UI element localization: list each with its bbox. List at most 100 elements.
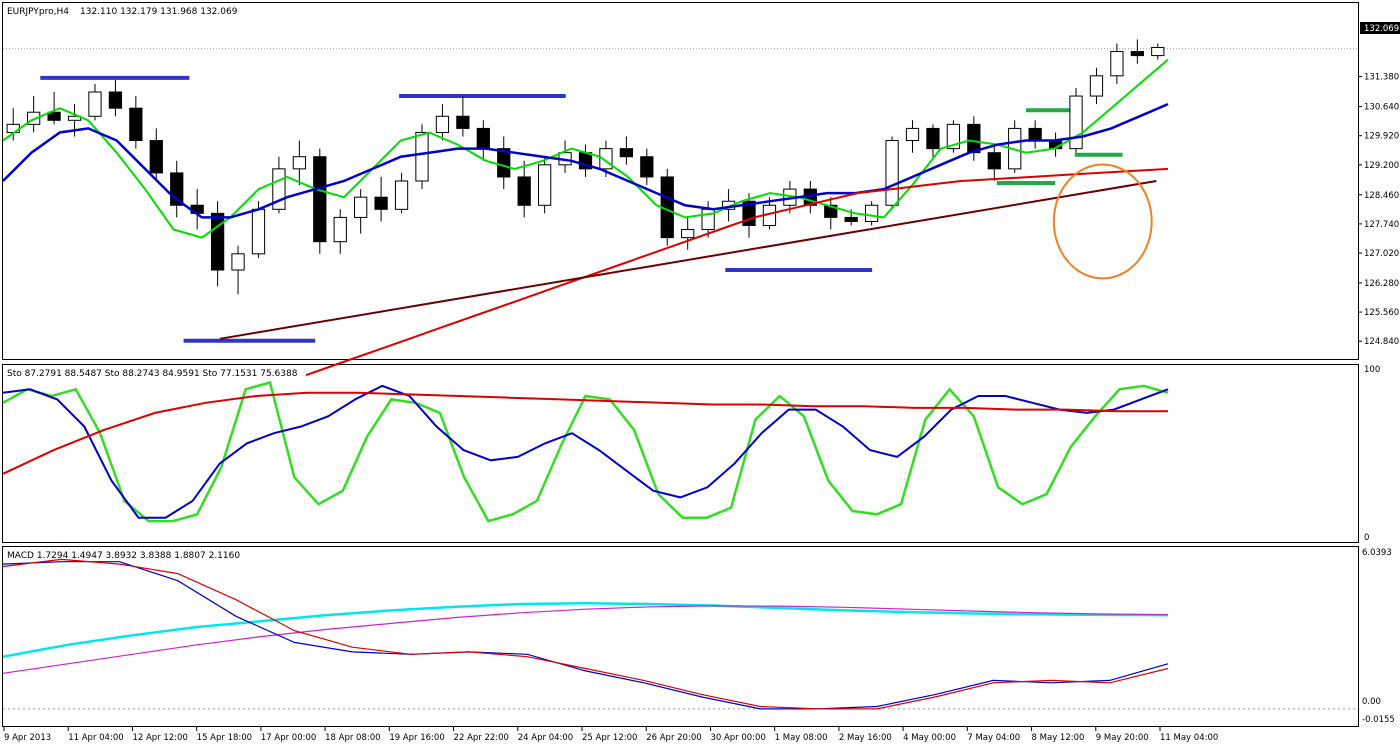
time-tick-label: 9 Apr 2013: [4, 733, 51, 743]
stochastic-plot: [2, 380, 1169, 523]
macd-header: MACD 1.7294 1.4947 3.8932 3.8388 1.8807 …: [7, 551, 240, 561]
macd-plot: [2, 558, 1358, 710]
time-tick-label: 12 Apr 12:00: [132, 733, 187, 743]
price-tick-label: 130.640: [1364, 103, 1399, 113]
price-tick-label: 128.460: [1364, 191, 1399, 201]
price-tick-label: 126.280: [1364, 279, 1399, 289]
last-price-box: [1360, 22, 1400, 34]
candle-body: [435, 115, 450, 133]
candle-body: [108, 91, 123, 109]
candle-body: [1069, 95, 1083, 150]
candle-body: [394, 180, 409, 210]
candle-body: [824, 204, 838, 218]
stoch-tick-0: 0: [1364, 533, 1369, 543]
highlight-ellipse: [1052, 163, 1153, 280]
stochastic-panel[interactable]: [2, 364, 1359, 543]
candle-body: [67, 115, 82, 121]
time-tick-label: 19 Apr 16:00: [389, 733, 444, 743]
candle-body: [354, 196, 368, 218]
price-tick-label: 124.840: [1364, 337, 1399, 347]
candle-body: [537, 164, 552, 206]
candle-body: [905, 127, 920, 142]
time-axis: 9 Apr 2013 11 Apr 04:00 12 Apr 12:00 15 Apr…: [3, 727, 1218, 743]
time-tick-label: 7 May 04:00: [967, 733, 1020, 743]
time-tick-label: 30 Apr 00:00: [710, 733, 765, 743]
candle-body: [251, 208, 266, 255]
time-tick-label: 4 May 00:00: [903, 733, 956, 743]
time-tick-label: 8 May 12:00: [1032, 733, 1085, 743]
candle-body: [456, 115, 470, 129]
candle-body: [129, 107, 143, 142]
candle-body: [374, 196, 388, 210]
time-tick-label: 11 May 04:00: [1160, 733, 1218, 743]
macd-panel[interactable]: [2, 546, 1359, 727]
candle-body: [517, 176, 531, 206]
time-tick-label: 1 May 08:00: [775, 733, 828, 743]
stochastic-line: [2, 391, 1168, 475]
macd-line: [2, 558, 1169, 710]
price-tick-label: 129.200: [1364, 161, 1399, 171]
time-tick-label: 9 May 20:00: [1096, 733, 1149, 743]
macd-tick-top: 6.0393: [1362, 548, 1392, 558]
time-tick-label: 22 Apr 22:00: [454, 733, 509, 743]
price-tick-label: 125.560: [1364, 308, 1399, 318]
candle-body: [415, 131, 429, 182]
candle-body: [844, 216, 858, 222]
price-tick-label: 129.920: [1364, 132, 1399, 142]
candle-body: [149, 140, 163, 174]
price-series-line: [305, 167, 1169, 377]
stochastic-line: [2, 384, 1169, 519]
candle-body: [1089, 75, 1104, 97]
price-plot: [2, 39, 1358, 377]
price-tick-label: 127.020: [1364, 249, 1399, 259]
candle-body: [885, 140, 899, 206]
candle-body: [640, 156, 654, 178]
candle-body: [619, 148, 634, 158]
macd-line: [2, 561, 1169, 710]
price-header-symbol: EURJPYpro,H4: [7, 7, 69, 17]
candle-body: [47, 111, 61, 121]
price-series-line: [2, 102, 1169, 219]
macd-tick-zero: 0.00: [1362, 697, 1381, 707]
candle-body: [88, 91, 102, 117]
price-tick-label: 127.740: [1364, 220, 1399, 230]
macd-tick-bottom: -0.0155: [1362, 715, 1395, 725]
time-tick-label: 11 Apr 04:00: [68, 733, 123, 743]
candle-body: [967, 123, 981, 154]
candle-body: [292, 156, 306, 170]
candle-body: [210, 212, 225, 271]
time-tick-label: 2 May 16:00: [839, 733, 892, 743]
candle-body: [231, 253, 245, 271]
candle-body: [1151, 47, 1165, 57]
candle-body: [313, 156, 327, 243]
stoch-tick-100: 100: [1364, 365, 1380, 375]
candle-body: [926, 127, 940, 150]
price-axis: 131.380 130.640 129.920 129.200 128.460 127.7…: [1358, 73, 1399, 347]
candle-body: [476, 127, 490, 150]
time-tick-label: 26 Apr 20:00: [646, 733, 701, 743]
candle-body: [1028, 127, 1042, 142]
candle-body: [497, 148, 511, 178]
time-tick-label: 24 Apr 04:00: [518, 733, 573, 743]
time-tick-label: 25 Apr 12:00: [582, 733, 637, 743]
candle-body: [1130, 51, 1144, 57]
stochastic-line: [2, 380, 1169, 523]
price-panel[interactable]: [2, 2, 1359, 360]
candle-body: [701, 208, 715, 231]
time-tick-label: 15 Apr 18:00: [197, 733, 252, 743]
price-header-ohlc: 132.110 132.179 131.968 132.069: [80, 7, 238, 17]
candle-body: [333, 216, 347, 243]
last-price-label: 132.069: [1364, 24, 1399, 34]
candle-body: [1110, 51, 1124, 77]
price-tick-label: 131.380: [1364, 73, 1399, 83]
candle-body: [681, 229, 695, 239]
price-series-line: [219, 180, 1157, 340]
macd-line: [2, 605, 1169, 674]
time-tick-label: 17 Apr 00:00: [261, 733, 316, 743]
candle-body: [987, 152, 1001, 170]
candle-body: [865, 204, 879, 222]
price-series-line: [2, 58, 1169, 239]
time-tick-label: 18 Apr 08:00: [325, 733, 380, 743]
